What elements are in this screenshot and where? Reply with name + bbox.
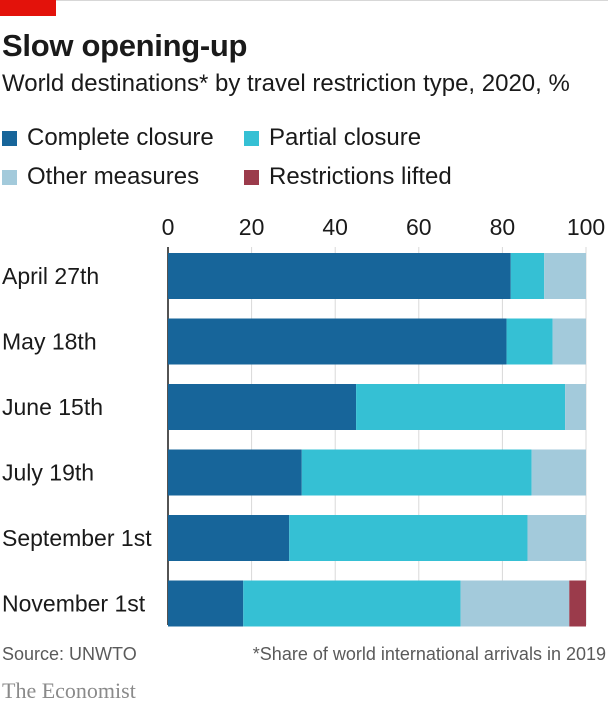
source-note: Source: UNWTO [2,644,137,664]
x-tick-label: 20 [239,214,265,240]
x-tick-label: 100 [567,214,605,240]
bar-segment [565,384,586,430]
category-label: May 18th [2,329,97,355]
legend-swatch [2,130,17,146]
category-label: November 1st [2,591,146,617]
category-label: July 19th [2,460,94,486]
bar-segment [301,449,532,496]
x-tick-label: 60 [406,214,432,240]
chart-legend: Complete closure Partial closure Other m… [0,124,608,204]
bar-segment [510,253,545,299]
category-label: April 27th [2,263,99,289]
bar-segment [544,253,586,299]
category-label: September 1st [2,525,152,551]
legend-swatch [2,169,17,185]
footnote: *Share of world international arrivals i… [252,644,606,664]
legend-swatch [244,130,259,146]
legend-label: Partial closure [269,124,422,151]
x-tick-label: 40 [322,214,348,240]
bar-segment [168,580,244,627]
legend-label: Restrictions lifted [269,163,452,190]
category-label: June 15th [2,394,103,420]
top-rule [0,0,608,1]
legend-label: Complete closure [27,124,214,151]
legend-item-other-measures: Other measures [2,163,199,191]
bar-segment [168,449,302,496]
bar-segment [531,449,586,496]
bar-segment [168,384,357,430]
bar-segment [289,515,528,561]
bar-segment [168,253,511,299]
bar-segment [506,318,553,365]
bar-segment [356,384,566,430]
bar-segment [460,580,570,627]
legend-label: Other measures [27,163,200,190]
bar-segment [168,515,290,561]
bar-segment [527,515,586,561]
bar-segment [168,318,507,365]
bar-segment [243,580,461,627]
legend-item-restrictions-lifted: Restrictions lifted [244,163,452,191]
brand-tag [0,0,56,16]
x-tick-label: 80 [490,214,516,240]
bar-segment [552,318,586,365]
bar-segment [569,580,586,627]
bar-chart: 0 20 40 60 80 100 April 27th May 18th June 15th J… [2,214,605,627]
legend-item-complete-closure: Complete closure [2,124,214,152]
legend-item-partial-closure: Partial closure [244,124,421,152]
chart-title: Slow opening-up [2,28,248,63]
x-tick-label: 0 [162,214,175,240]
economist-logo: The Economist [2,678,136,703]
chart-subtitle: World destinations* by travel restrictio… [2,70,570,97]
legend-swatch [244,169,259,185]
